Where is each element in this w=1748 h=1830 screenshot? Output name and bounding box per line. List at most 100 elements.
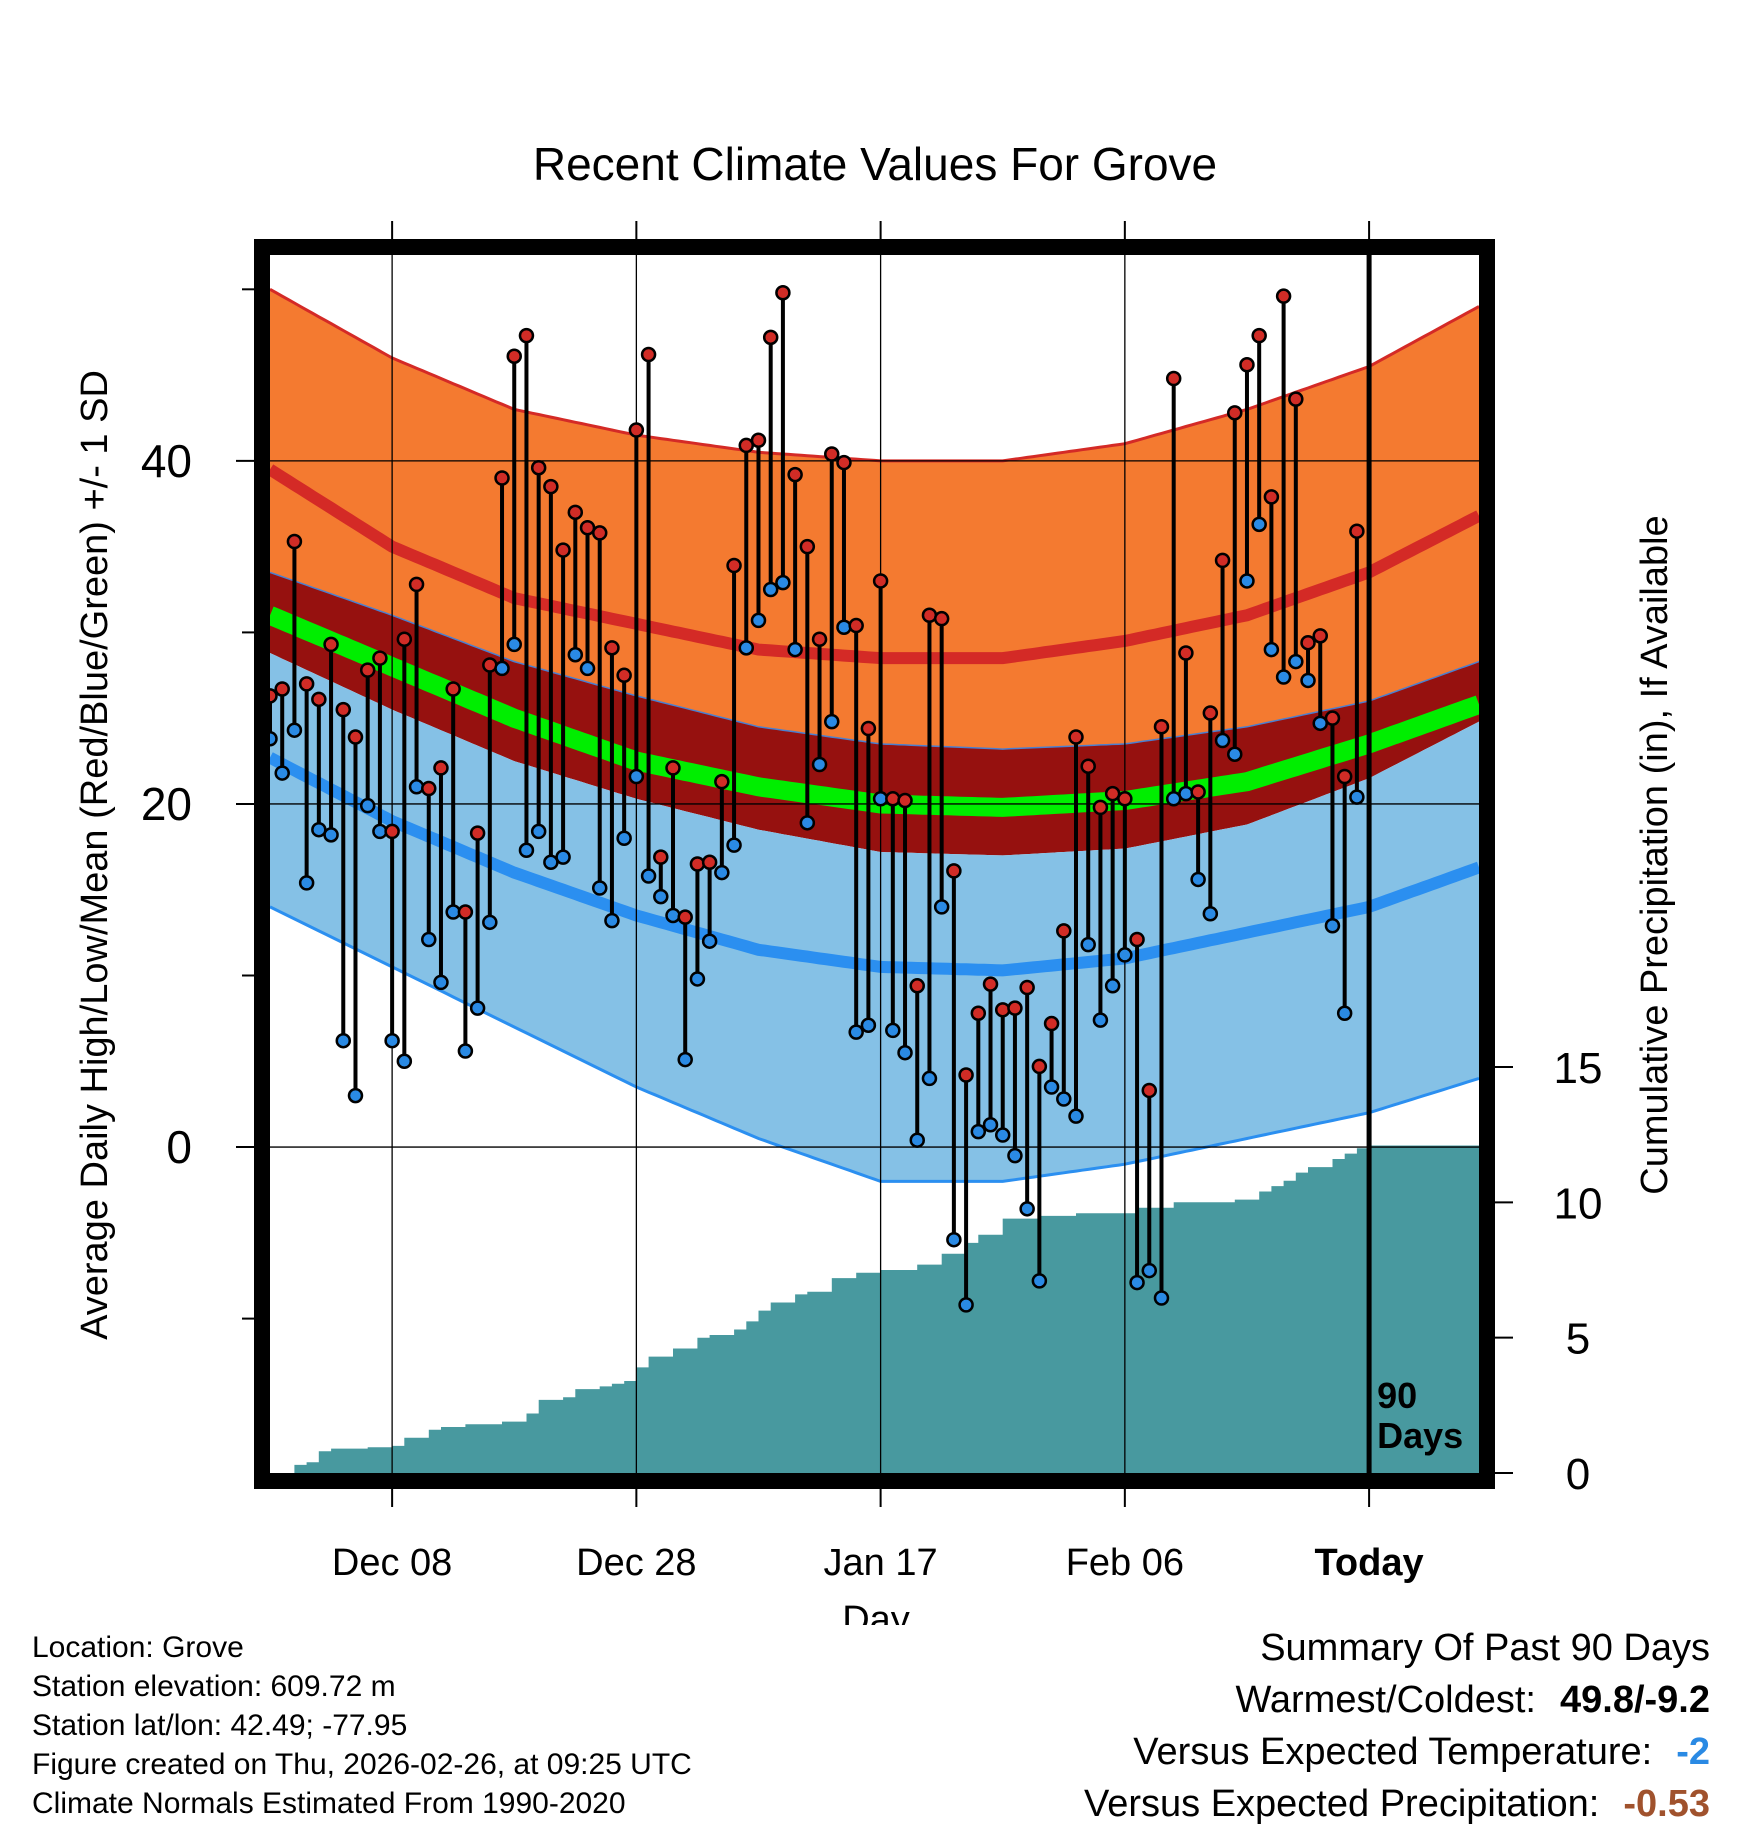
daily-high-point	[836, 454, 852, 471]
daily-high-point	[897, 792, 913, 809]
daily-high-point	[1178, 645, 1194, 661]
daily-low-point	[787, 641, 803, 658]
daily-low-point	[714, 864, 730, 881]
daily-high-point	[726, 557, 742, 574]
daily-low-point	[1202, 905, 1219, 922]
daily-high-point	[848, 617, 864, 634]
daily-low-point	[384, 1032, 400, 1049]
daily-high-point	[640, 346, 657, 363]
daily-high-point	[653, 849, 669, 865]
daily-low-point	[359, 797, 376, 814]
daily-high-point	[1043, 1015, 1060, 1032]
daily-high-point	[872, 573, 889, 589]
daily-ranges	[268, 292, 1359, 1305]
daily-high-point	[885, 791, 901, 807]
daily-high-point	[665, 760, 681, 776]
daily-high-point	[1288, 391, 1304, 407]
x-tick-label: Dec 28	[576, 1542, 696, 1584]
daily-high-point	[933, 610, 950, 627]
daily-high-point	[408, 576, 425, 593]
daily-low-point	[848, 1024, 864, 1040]
daily-high-point	[1165, 370, 1182, 387]
x-tick-label: Today	[1315, 1542, 1424, 1584]
meta-location: Location: Grove	[32, 1631, 244, 1664]
daily-low-point	[298, 875, 315, 891]
daily-high-point	[1300, 634, 1316, 651]
summary-heading: Summary Of Past 90 Days	[1260, 1627, 1710, 1669]
daily-high-point	[1080, 758, 1096, 774]
daily-high-point	[1263, 489, 1280, 505]
daily-low-point	[738, 640, 755, 656]
daily-high-point	[506, 348, 522, 364]
daily-high-point	[543, 478, 559, 495]
daily-high-point	[1129, 931, 1145, 948]
summary-warmest-coldest: Warmest/Coldest: 49.8/-9.2	[1084, 1674, 1710, 1726]
daily-low-point	[701, 933, 718, 949]
daily-high-point	[1068, 729, 1084, 745]
daily-high-point	[787, 466, 803, 483]
daily-high-point	[762, 329, 779, 346]
y2-tick-label: 10	[1554, 1179, 1603, 1228]
precip-cumulative-area	[270, 1145, 1479, 1473]
daily-low-point	[897, 1044, 913, 1061]
precip-diff-value: -0.53	[1623, 1783, 1710, 1825]
daily-low-point	[1251, 516, 1267, 533]
daily-high-point	[811, 631, 828, 648]
daily-low-point	[1092, 1012, 1109, 1028]
daily-low-point	[506, 636, 522, 653]
y2-tick-label: 5	[1566, 1315, 1590, 1364]
daily-high-point	[396, 631, 413, 648]
daily-low-point	[433, 974, 449, 991]
daily-low-point	[775, 574, 791, 591]
daily-low-point	[946, 1231, 962, 1248]
daily-low-point	[689, 971, 706, 987]
daily-low-point	[1263, 641, 1280, 658]
daily-dots	[262, 284, 1365, 1313]
daily-high-point	[1092, 799, 1109, 816]
daily-high-point	[1275, 288, 1292, 304]
daily-low-point	[909, 1132, 925, 1148]
daily-low-point	[1324, 918, 1341, 934]
daily-high-point	[323, 636, 339, 653]
daily-high-point	[1019, 979, 1035, 996]
daily-low-point	[994, 1127, 1011, 1143]
warmest-coldest-value: 49.8/-9.2	[1560, 1679, 1710, 1721]
daily-low-point	[677, 1051, 693, 1068]
daily-low-point	[530, 823, 547, 840]
daily-low-point	[1104, 978, 1121, 994]
daily-low-point	[482, 914, 498, 931]
meta-latlon: Station lat/lon: 42.49; -77.95	[32, 1709, 408, 1742]
daily-low-point	[1031, 1273, 1048, 1289]
daily-high-point	[1214, 552, 1231, 569]
summary-temp: Versus Expected Temperature: -2	[1084, 1726, 1710, 1778]
daily-high-point	[1190, 784, 1206, 800]
daily-low-point	[616, 830, 632, 847]
daily-low-point	[1068, 1108, 1084, 1124]
daily-low-point	[665, 907, 681, 924]
daily-high-point	[518, 327, 535, 344]
summary-precip: Versus Expected Precipitation: -0.53	[1084, 1778, 1710, 1830]
daily-high-point	[714, 773, 730, 790]
mid-edge	[269, 571, 1480, 750]
daily-high-point	[824, 446, 840, 462]
daily-low-point	[1056, 1091, 1072, 1107]
daily-low-point	[921, 1070, 938, 1087]
daily-high-point	[372, 650, 388, 666]
daily-low-point	[1275, 669, 1292, 685]
daily-low-point	[518, 842, 535, 859]
y2-tick-label: 0	[1566, 1450, 1590, 1499]
axis-labels: Dec 08 Dec 28 Jan 17 Feb 06 Today 0 20 40 0 5 10 15	[141, 221, 1603, 1584]
daily-high-point	[1336, 768, 1353, 785]
daily-low-point	[640, 868, 657, 884]
x-axis-label: Day	[842, 1599, 910, 1625]
daily-low-point	[933, 899, 950, 915]
precip-diff-label: Versus Expected Precipitation:	[1083, 1783, 1600, 1825]
daily-low-point	[1043, 1079, 1060, 1095]
daily-high-point	[469, 825, 486, 841]
band-low-sd	[270, 653, 1479, 1182]
daily-high-point	[1056, 923, 1072, 939]
daily-low-point	[762, 581, 779, 598]
daily-high-point	[982, 976, 999, 992]
daily-low-point	[1227, 746, 1243, 762]
daily-low-point	[1349, 789, 1365, 805]
